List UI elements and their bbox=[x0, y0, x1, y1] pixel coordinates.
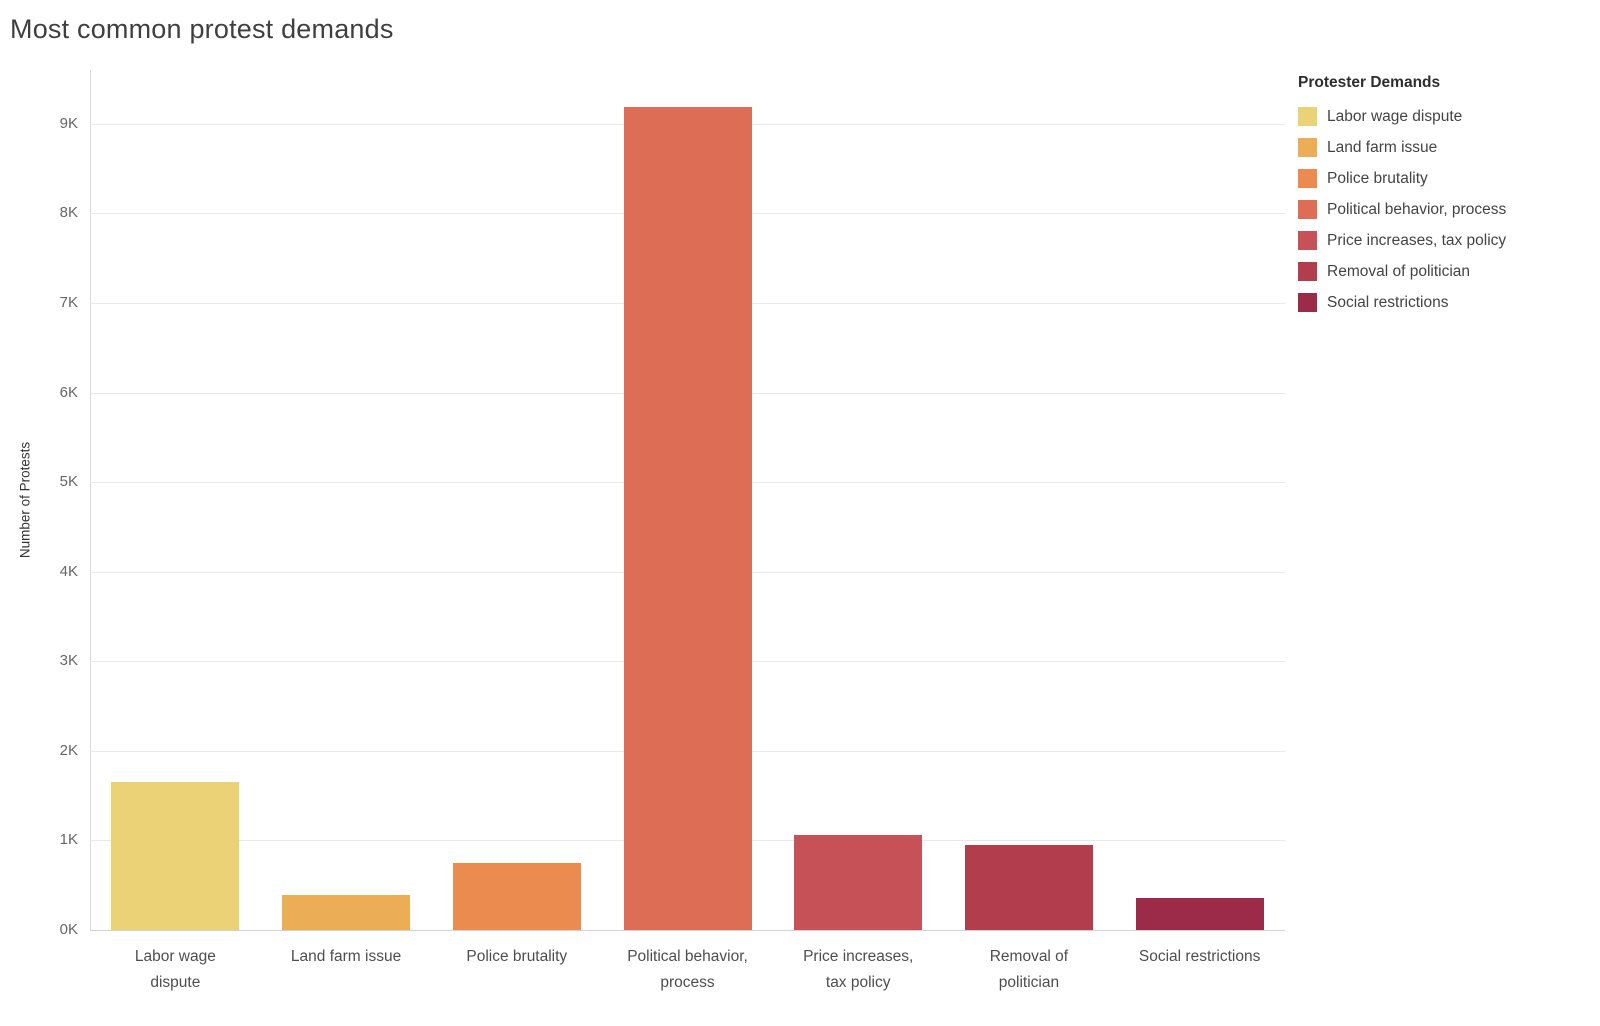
bar-political-behavior-process[interactable] bbox=[623, 106, 752, 930]
x-tick-label: Police brutality bbox=[466, 948, 568, 965]
bar-police-brutality[interactable] bbox=[452, 862, 581, 930]
legend-swatch bbox=[1298, 262, 1317, 281]
bar-land-farm-issue[interactable] bbox=[282, 895, 411, 930]
legend-item[interactable]: Removal of politician bbox=[1298, 256, 1588, 287]
x-tick-label: Labor wage dispute bbox=[134, 948, 216, 991]
legend-item-label: Land farm issue bbox=[1327, 138, 1438, 156]
x-axis-tick-labels: Labor wage dispute Land farm issue Police … bbox=[90, 944, 1285, 1014]
bar-removal-of-politician[interactable] bbox=[964, 844, 1093, 930]
legend: Protester Demands Labor wage dispute Land… bbox=[1298, 74, 1588, 318]
x-tick-label: Removal of politician bbox=[989, 948, 1069, 991]
y-tick-label: 7K bbox=[59, 293, 78, 311]
legend-item[interactable]: Labor wage dispute bbox=[1298, 101, 1588, 132]
bar-labor-wage-dispute[interactable] bbox=[111, 782, 240, 930]
y-tick-label: 1K bbox=[59, 831, 78, 849]
legend-title: Protester Demands bbox=[1298, 74, 1441, 91]
y-tick-label: 2K bbox=[59, 741, 78, 759]
legend-swatch bbox=[1298, 231, 1317, 250]
y-tick-label: 5K bbox=[59, 473, 78, 491]
legend-swatch bbox=[1298, 293, 1317, 312]
legend-item[interactable]: Political behavior, process bbox=[1298, 194, 1588, 225]
x-tick-label: Land farm issue bbox=[290, 948, 402, 965]
legend-item-label: Political behavior, process bbox=[1327, 200, 1507, 218]
y-tick-label: 8K bbox=[59, 204, 78, 222]
y-tick-label: 3K bbox=[59, 652, 78, 670]
legend-item[interactable]: Price increases, tax policy bbox=[1298, 225, 1588, 256]
legend-swatch bbox=[1298, 169, 1317, 188]
legend-item-label: Removal of politician bbox=[1327, 262, 1471, 280]
legend-item-label: Social restrictions bbox=[1327, 293, 1449, 311]
y-axis-line bbox=[90, 70, 91, 931]
legend-item[interactable]: Police brutality bbox=[1298, 163, 1588, 194]
legend-item-label: Labor wage dispute bbox=[1327, 107, 1463, 125]
x-tick-label: Political behavior, process bbox=[627, 948, 748, 991]
y-tick-label: 0K bbox=[59, 921, 78, 938]
y-tick-label: 4K bbox=[59, 562, 78, 580]
gridline bbox=[90, 930, 1285, 931]
legend-item[interactable]: Social restrictions bbox=[1298, 287, 1588, 318]
plot-area bbox=[90, 70, 1285, 931]
chart-title: Most common protest demands bbox=[10, 14, 394, 44]
bar-price-increases-tax-policy[interactable] bbox=[794, 835, 923, 930]
legend-swatch bbox=[1298, 138, 1317, 157]
y-tick-label: 9K bbox=[59, 114, 78, 132]
legend-items: Labor wage dispute Land farm issue Police … bbox=[1298, 101, 1588, 318]
y-tick-label: 6K bbox=[59, 383, 78, 401]
x-tick-label: Price increases, tax policy bbox=[803, 948, 914, 991]
bar-social-restrictions[interactable] bbox=[1135, 897, 1264, 930]
y-axis-title: Number of Protests bbox=[17, 441, 33, 559]
legend-item[interactable]: Land farm issue bbox=[1298, 132, 1588, 163]
x-tick-label: Social restrictions bbox=[1138, 948, 1261, 965]
legend-swatch bbox=[1298, 107, 1317, 126]
legend-item-label: Police brutality bbox=[1327, 169, 1428, 187]
legend-swatch bbox=[1298, 200, 1317, 219]
legend-item-label: Price increases, tax policy bbox=[1327, 231, 1507, 249]
